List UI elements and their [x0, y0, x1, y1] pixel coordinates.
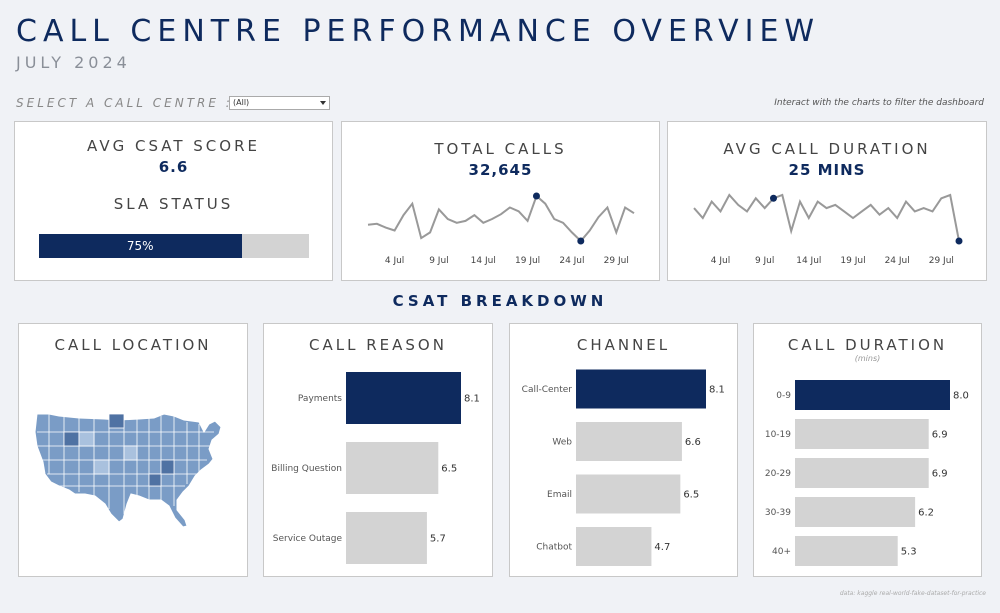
bar[interactable]: [795, 380, 950, 410]
value-label: 6.6: [685, 437, 701, 448]
channel-title: CHANNEL: [576, 336, 671, 354]
category-label: 20-29: [765, 469, 791, 479]
bar[interactable]: [576, 422, 682, 461]
sla-progress-bar: 75%: [39, 234, 309, 258]
sla-title: SLA STATUS: [113, 195, 234, 213]
value-label: 6.2: [918, 508, 934, 519]
total-calls-title: TOTAL CALLS: [434, 140, 567, 158]
x-tick-label: 14 Jul: [471, 256, 496, 266]
data-source-note: data: kaggle real-world-fake-dataset-for…: [839, 590, 986, 597]
page-subtitle: JULY 2024: [16, 53, 131, 72]
trend-highlight-point[interactable]: [577, 237, 585, 245]
duration-trend-chart[interactable]: 4 Jul 9 Jul 14 Jul 19 Jul 24 Jul 29 Jul: [668, 122, 986, 280]
channel-card[interactable]: CHANNEL Call-Center 8.1 Web 6.6 Email 6.5 Chat…: [509, 323, 738, 577]
value-label: 4.7: [654, 542, 670, 553]
map-state-highlight: [160, 459, 175, 475]
total-calls-card[interactable]: TOTAL CALLS 32,645 4 Jul 9 Jul 14 Jul 19 Ju…: [341, 121, 660, 281]
map-state-light: [93, 459, 110, 475]
x-tick-label: 29 Jul: [604, 256, 629, 266]
calls-trend-chart[interactable]: 4 Jul 9 Jul 14 Jul 19 Jul 24 Jul 29 Jul: [342, 122, 659, 280]
value-label: 8.0: [953, 391, 969, 402]
call-location-title: CALL LOCATION: [54, 336, 212, 354]
x-tick-label: 24 Jul: [559, 256, 584, 266]
x-tick-label: 4 Jul: [385, 256, 404, 266]
trend-highlight-point[interactable]: [770, 194, 777, 202]
trend-highlight-point[interactable]: [532, 192, 540, 200]
value-label: 6.5: [683, 490, 699, 501]
x-tick-label: 19 Jul: [515, 256, 540, 266]
call-location-card[interactable]: CALL LOCATION: [18, 323, 248, 577]
category-label: 0-9: [776, 391, 791, 401]
call-centre-select-value: (All): [233, 98, 250, 107]
value-label: 6.9: [932, 430, 948, 441]
category-label: Billing Question: [271, 464, 342, 474]
bar[interactable]: [576, 474, 681, 514]
category-label: Service Outage: [273, 534, 343, 544]
trend-line[interactable]: [693, 193, 960, 242]
value-label: 6.9: [932, 469, 948, 480]
call-centre-select[interactable]: (All): [229, 96, 330, 110]
bar[interactable]: [576, 527, 652, 566]
bar[interactable]: [346, 442, 439, 494]
map-state-highlight: [148, 473, 162, 487]
x-tick-label: 19 Jul: [840, 256, 865, 266]
map-state-highlight: [63, 431, 80, 447]
value-label: 5.3: [901, 547, 917, 558]
category-label: 30-39: [765, 508, 791, 518]
trend-highlight-point[interactable]: [955, 237, 963, 245]
category-label: 40+: [772, 547, 791, 557]
bar[interactable]: [576, 369, 706, 409]
bar[interactable]: [346, 372, 461, 424]
bar[interactable]: [346, 512, 427, 564]
avg-duration-card[interactable]: AVG CALL DURATION 25 MINS 4 Jul 9 Jul 14 J…: [667, 121, 987, 281]
call-duration-card[interactable]: CALL DURATION (mins) 0-9 8.0 10-19 6.9 20-29…: [753, 323, 982, 577]
category-label: Payments: [298, 394, 342, 404]
call-duration-title: CALL DURATION: [787, 336, 948, 354]
call-duration-unit: (mins): [854, 354, 881, 363]
total-calls-value: 32,645: [468, 161, 533, 179]
x-tick-label: 24 Jul: [885, 256, 910, 266]
call-reason-chart[interactable]: Payments 8.1 Billing Question 6.5 Service Ou…: [264, 324, 492, 576]
map-state-highlight: [108, 413, 125, 429]
x-tick-label: 4 Jul: [711, 256, 730, 266]
bar[interactable]: [795, 497, 916, 527]
category-label: Call-Center: [522, 385, 573, 395]
map-state-light: [78, 431, 95, 447]
category-label: Email: [547, 490, 572, 500]
chevron-down-icon[interactable]: [320, 101, 326, 105]
channel-chart[interactable]: Call-Center 8.1 Web 6.6 Email 6.5 Chatbot 4.7: [510, 324, 737, 576]
category-label: Chatbot: [536, 543, 572, 553]
bar[interactable]: [795, 458, 929, 488]
us-map-shape: [34, 413, 222, 528]
call-reason-title: CALL REASON: [309, 336, 447, 354]
value-label: 5.7: [430, 534, 446, 545]
avg-duration-value: 25 MINS: [788, 161, 866, 179]
call-reason-card[interactable]: CALL REASON Payments 8.1 Billing Question 6…: [263, 323, 493, 577]
value-label: 6.5: [441, 464, 457, 475]
csat-title: AVG CSAT SCORE: [87, 137, 260, 155]
csat-value: 6.6: [158, 158, 189, 176]
category-label: 10-19: [765, 430, 791, 440]
csat-breakdown-title: CSAT BREAKDOWN: [392, 292, 608, 310]
call-duration-chart[interactable]: 0-9 8.0 10-19 6.9 20-29 6.9 30-39 6.2 40+ 5.3: [754, 324, 981, 576]
us-map[interactable]: [19, 324, 247, 576]
x-tick-label: 29 Jul: [929, 256, 954, 266]
value-label: 8.1: [709, 385, 725, 396]
x-tick-label: 14 Jul: [796, 256, 821, 266]
filter-label: SELECT A CALL CENTRE :: [16, 96, 233, 110]
interaction-hint: Interact with the charts to filter the d…: [774, 98, 984, 108]
category-label: Web: [552, 438, 572, 448]
value-label: 8.1: [464, 394, 480, 405]
x-tick-label: 9 Jul: [429, 256, 448, 266]
sla-progress-fill: 75%: [39, 234, 242, 258]
x-tick-label: 9 Jul: [755, 256, 774, 266]
csat-sla-card: AVG CSAT SCORE 6.6 SLA STATUS 75%: [14, 121, 333, 281]
bar[interactable]: [795, 536, 898, 566]
trend-line[interactable]: [367, 194, 635, 243]
avg-duration-title: AVG CALL DURATION: [723, 140, 931, 158]
page-title: CALL CENTRE PERFORMANCE OVERVIEW: [16, 14, 821, 49]
map-state-light: [123, 445, 138, 461]
bar[interactable]: [795, 419, 929, 449]
